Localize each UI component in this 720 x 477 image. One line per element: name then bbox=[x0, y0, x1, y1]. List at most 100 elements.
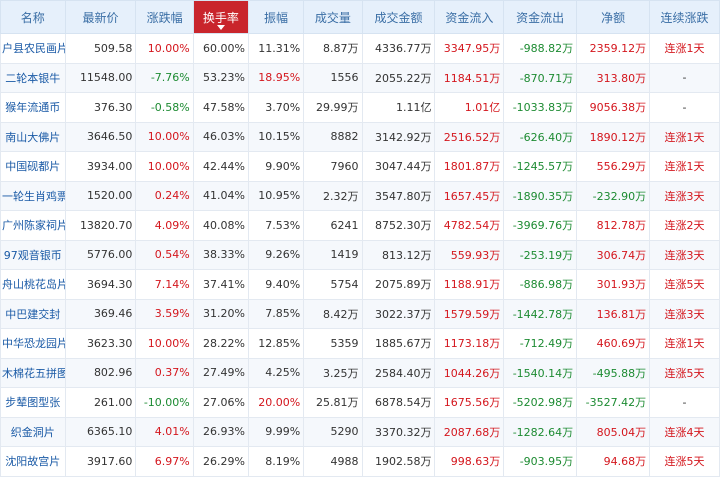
inflow-cell: 4782.54万 bbox=[434, 210, 505, 241]
net-cell: 805.04万 bbox=[576, 416, 651, 447]
outflow-cell: -988.82万 bbox=[503, 33, 578, 64]
amplitude-cell: 7.53% bbox=[247, 210, 305, 241]
column-header-streak[interactable]: 连续涨跌 bbox=[649, 0, 720, 34]
table-row[interactable]: 南山大佛片 3646.50 10.00% 46.03% 10.15% 8882 3142.9… bbox=[0, 121, 720, 152]
streak-cell: 连涨5天 bbox=[649, 269, 720, 300]
streak-cell: 连涨5天 bbox=[649, 357, 720, 388]
streak-cell: 连涨1天 bbox=[649, 33, 720, 64]
turnover-cell: 40.08% bbox=[192, 210, 249, 241]
column-header-amplitude[interactable]: 振幅 bbox=[247, 0, 305, 34]
name-cell[interactable]: 广州陈家祠片 bbox=[0, 210, 66, 241]
outflow-cell: -626.40万 bbox=[503, 121, 578, 152]
table-row[interactable]: 中华恐龙园片 3623.30 10.00% 28.22% 12.85% 5359 1885.… bbox=[0, 328, 720, 359]
turnover-cell: 46.03% bbox=[192, 121, 249, 152]
table-row[interactable]: 中国砚都片 3934.00 10.00% 42.44% 9.90% 7960 3047.44… bbox=[0, 151, 720, 182]
turnover-cell: 31.20% bbox=[192, 298, 249, 329]
amplitude-cell: 12.85% bbox=[247, 328, 305, 359]
amount-cell: 3047.44万 bbox=[361, 151, 436, 182]
amplitude-cell: 10.95% bbox=[247, 180, 305, 211]
table-row[interactable]: 沈阳故宫片 3917.60 6.97% 26.29% 8.19% 4988 1902.58万… bbox=[0, 446, 720, 477]
outflow-cell: -1033.83万 bbox=[503, 92, 578, 123]
column-header-volume[interactable]: 成交量 bbox=[303, 0, 363, 34]
outflow-cell: -5202.98万 bbox=[503, 387, 578, 418]
volume-cell: 8.42万 bbox=[303, 298, 363, 329]
amount-cell: 8752.30万 bbox=[361, 210, 436, 241]
volume-cell: 3.25万 bbox=[303, 357, 363, 388]
volume-cell: 1556 bbox=[303, 62, 363, 93]
table-row[interactable]: 织金洞片 6365.10 4.01% 26.93% 9.99% 5290 3370.32万 2… bbox=[0, 416, 720, 447]
name-cell[interactable]: 南山大佛片 bbox=[0, 121, 66, 152]
name-cell[interactable]: 舟山桃花岛片 bbox=[0, 269, 66, 300]
name-cell[interactable]: 步辇图型张 bbox=[0, 387, 66, 418]
column-header-net[interactable]: 净额 bbox=[576, 0, 651, 34]
name-cell[interactable]: 97观音银币 bbox=[0, 239, 66, 270]
name-cell[interactable]: 织金洞片 bbox=[0, 416, 66, 447]
inflow-cell: 998.63万 bbox=[434, 446, 505, 477]
column-header-name[interactable]: 名称 bbox=[0, 0, 66, 34]
net-cell: 556.29万 bbox=[576, 151, 651, 182]
inflow-cell: 1184.51万 bbox=[434, 62, 505, 93]
table-row[interactable]: 舟山桃花岛片 3694.30 7.14% 37.41% 9.40% 5754 2075.89… bbox=[0, 269, 720, 300]
column-header-change[interactable]: 涨跌幅 bbox=[135, 0, 194, 34]
amount-cell: 4336.77万 bbox=[361, 33, 436, 64]
streak-cell: 连涨3天 bbox=[649, 180, 720, 211]
table-row[interactable]: 中巴建交封 369.46 3.59% 31.20% 7.85% 8.42万 3022.37万… bbox=[0, 298, 720, 329]
change-cell: 0.54% bbox=[135, 239, 194, 270]
table-row[interactable]: 97观音银币 5776.00 0.54% 38.33% 9.26% 1419 813.12万… bbox=[0, 239, 720, 270]
table-row[interactable]: 广州陈家祠片 13820.70 4.09% 40.08% 7.53% 6241 8752.3… bbox=[0, 210, 720, 241]
table-row[interactable]: 猴年流通币 376.30 -0.58% 47.58% 3.70% 29.99万 1.11亿 1… bbox=[0, 92, 720, 123]
turnover-cell: 41.04% bbox=[192, 180, 249, 211]
turnover-cell: 37.41% bbox=[192, 269, 249, 300]
net-cell: 306.74万 bbox=[576, 239, 651, 270]
outflow-cell: -1890.35万 bbox=[503, 180, 578, 211]
amount-cell: 1902.58万 bbox=[361, 446, 436, 477]
amount-cell: 3142.92万 bbox=[361, 121, 436, 152]
volume-cell: 25.81万 bbox=[303, 387, 363, 418]
name-cell[interactable]: 户县农民画片 bbox=[0, 33, 66, 64]
name-cell[interactable]: 中华恐龙园片 bbox=[0, 328, 66, 359]
inflow-cell: 559.93万 bbox=[434, 239, 505, 270]
amplitude-cell: 3.70% bbox=[247, 92, 305, 123]
amplitude-cell: 9.26% bbox=[247, 239, 305, 270]
turnover-cell: 53.23% bbox=[192, 62, 249, 93]
streak-cell: - bbox=[649, 92, 720, 123]
amplitude-cell: 18.95% bbox=[247, 62, 305, 93]
change-cell: 10.00% bbox=[135, 151, 194, 182]
name-cell[interactable]: 中巴建交封 bbox=[0, 298, 66, 329]
inflow-cell: 1173.18万 bbox=[434, 328, 505, 359]
column-header-inflow[interactable]: 资金流入 bbox=[434, 0, 505, 34]
name-cell[interactable]: 木棉花五拼图 bbox=[0, 357, 66, 388]
change-cell: 3.59% bbox=[135, 298, 194, 329]
price-cell: 3623.30 bbox=[64, 328, 137, 359]
name-cell[interactable]: 沈阳故宫片 bbox=[0, 446, 66, 477]
change-cell: -0.58% bbox=[135, 92, 194, 123]
change-cell: 10.00% bbox=[135, 33, 194, 64]
column-header-outflow[interactable]: 资金流出 bbox=[503, 0, 578, 34]
turnover-cell: 38.33% bbox=[192, 239, 249, 270]
column-header-turnover[interactable]: 换手率 bbox=[192, 0, 249, 34]
streak-cell: 连涨1天 bbox=[649, 121, 720, 152]
price-cell: 509.58 bbox=[64, 33, 137, 64]
table-row[interactable]: 户县农民画片 509.58 10.00% 60.00% 11.31% 8.87万 4336.… bbox=[0, 33, 720, 64]
volume-cell: 2.32万 bbox=[303, 180, 363, 211]
change-cell: 10.00% bbox=[135, 328, 194, 359]
column-header-price[interactable]: 最新价 bbox=[64, 0, 137, 34]
table-row[interactable]: 二轮本银牛 11548.00 -7.76% 53.23% 18.95% 1556 2055.… bbox=[0, 62, 720, 93]
table-row[interactable]: 一轮生肖鸡票 1520.00 0.24% 41.04% 10.95% 2.32万 3547.… bbox=[0, 180, 720, 211]
table-row[interactable]: 木棉花五拼图 802.96 0.37% 27.49% 4.25% 3.25万 2584.40… bbox=[0, 357, 720, 388]
name-cell[interactable]: 二轮本银牛 bbox=[0, 62, 66, 93]
amount-cell: 3370.32万 bbox=[361, 416, 436, 447]
sort-descending-icon bbox=[216, 25, 225, 30]
name-cell[interactable]: 猴年流通币 bbox=[0, 92, 66, 123]
turnover-cell: 27.06% bbox=[192, 387, 249, 418]
streak-cell: 连涨1天 bbox=[649, 151, 720, 182]
name-cell[interactable]: 一轮生肖鸡票 bbox=[0, 180, 66, 211]
name-cell[interactable]: 中国砚都片 bbox=[0, 151, 66, 182]
outflow-cell: -3969.76万 bbox=[503, 210, 578, 241]
volume-cell: 4988 bbox=[303, 446, 363, 477]
column-header-amount[interactable]: 成交金额 bbox=[361, 0, 436, 34]
amount-cell: 3022.37万 bbox=[361, 298, 436, 329]
amplitude-cell: 9.90% bbox=[247, 151, 305, 182]
inflow-cell: 1675.56万 bbox=[434, 387, 505, 418]
table-row[interactable]: 步辇图型张 261.00 -10.00% 27.06% 20.00% 25.81万 6878… bbox=[0, 387, 720, 418]
